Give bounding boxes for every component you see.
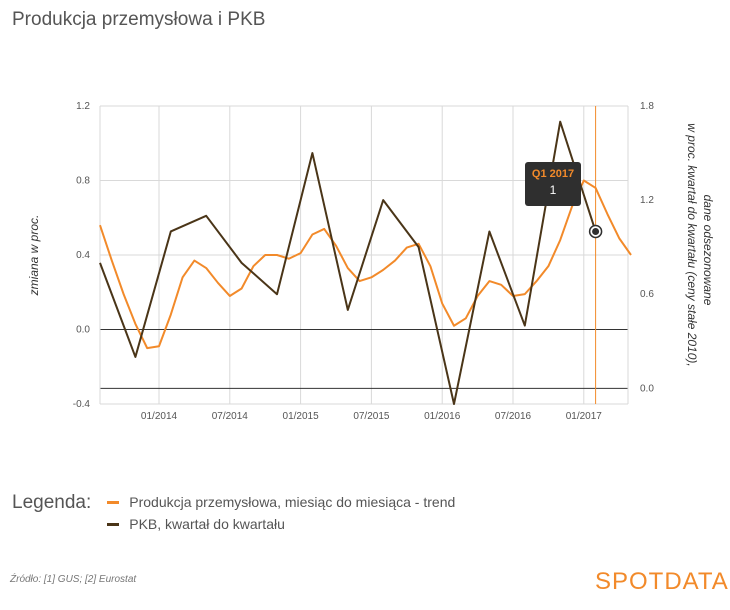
y-left-tick-label: 0.0: [76, 325, 90, 336]
chart: 01/2014 07/2014 01/2015 07/2015 01/2016 07/20…: [27, 101, 715, 422]
x-tick-label: 01/2014: [141, 411, 178, 422]
highlight-marker: [592, 227, 600, 235]
legend-swatch-production: [107, 500, 120, 504]
tooltip-value: 1: [549, 183, 557, 197]
series-line-production: [99, 179, 632, 350]
legend-items: Produkcja przemysłowa, miesiąc do miesią…: [107, 492, 455, 532]
y-right-axis-title-line2: dane odsezonowane: [701, 195, 715, 306]
legend-item-production[interactable]: Produkcja przemysłowa, miesiąc do miesią…: [107, 494, 455, 510]
y-left-tick-label: 0.4: [76, 250, 90, 261]
tooltip-label: Q1 2017: [531, 168, 575, 180]
y-left-tick-label: -0.4: [73, 399, 91, 410]
legend-swatch-gdp: [107, 522, 120, 526]
y-right-tick-label: 0.6: [640, 289, 654, 300]
tooltip: Q1 2017 1: [525, 162, 581, 206]
y-left-tick-label: 1.2: [76, 101, 90, 112]
source-note: Źródło: [1] GUS; [2] Eurostat: [10, 574, 137, 585]
y-right-tick-label: 1.8: [640, 101, 654, 112]
x-tick-label: 01/2016: [424, 411, 461, 422]
x-tick-label: 07/2014: [212, 411, 249, 422]
y-right-tick-label: 1.2: [640, 195, 654, 206]
legend-item-gdp[interactable]: PKB, kwartał do kwartału: [107, 516, 455, 532]
x-tick-label: 07/2015: [353, 411, 390, 422]
legend-item-label: Produkcja przemysłowa, miesiąc do miesią…: [129, 494, 456, 510]
chart-title: Produkcja przemysłowa i PKB: [12, 9, 266, 30]
y-right-tick-label: 0.0: [640, 383, 654, 394]
x-tick-label: 07/2016: [495, 411, 532, 422]
y-left-axis-title: zmiana w proc.: [27, 215, 41, 297]
legend-title: Legenda:: [12, 492, 92, 513]
x-tick-label: 01/2015: [283, 411, 320, 422]
x-tick-label: 01/2017: [566, 411, 603, 422]
series-line-gdp: [99, 120, 597, 405]
legend: Legenda: Produkcja przemysłowa, miesiąc …: [12, 492, 455, 532]
y-right-axis-title-line1: w proc. kwartał do kwartału (ceny stałe …: [685, 123, 699, 366]
legend-item-label: PKB, kwartał do kwartału: [129, 516, 285, 532]
y-left-tick-label: 0.8: [76, 176, 90, 187]
brand-logo: SPOTDATA: [595, 568, 729, 595]
